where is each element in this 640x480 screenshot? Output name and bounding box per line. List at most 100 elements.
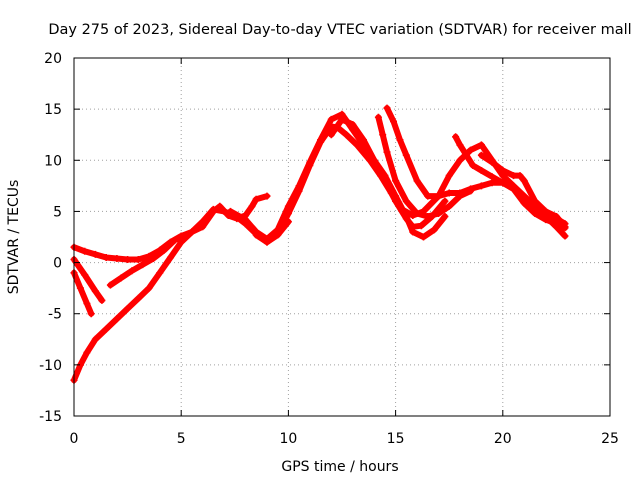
data-point-marker	[359, 136, 367, 144]
y-tick-label: 0	[53, 256, 62, 272]
data-point-marker	[327, 131, 335, 139]
data-point-marker	[402, 151, 410, 159]
data-point-marker	[284, 202, 292, 210]
data-point-marker	[353, 141, 361, 149]
data-point-marker	[379, 131, 387, 139]
y-tick-label: -10	[39, 358, 62, 374]
data-point-marker	[424, 192, 432, 200]
data-point-marker	[531, 210, 539, 217]
data-point-marker	[561, 232, 569, 240]
data-point-marker	[488, 173, 496, 181]
data-point-marker	[149, 255, 157, 262]
data-point-marker	[488, 179, 496, 187]
data-point-marker	[139, 261, 147, 269]
plot-frame	[73, 57, 611, 417]
series-line	[107, 232, 189, 289]
data-point-marker	[510, 172, 517, 180]
data-point-marker	[542, 207, 550, 215]
data-point-marker	[91, 250, 99, 258]
data-point-marker	[295, 182, 303, 190]
data-point-marker	[274, 231, 282, 239]
data-point-marker	[390, 117, 397, 125]
data-point-marker	[124, 305, 132, 313]
data-point-marker	[220, 207, 228, 215]
data-point-marker	[409, 223, 417, 231]
data-point-marker	[252, 195, 260, 203]
data-point-marker	[396, 136, 404, 144]
y-tick-label: -15	[39, 409, 62, 425]
series-trace-11	[452, 133, 569, 232]
data-point-marker	[561, 220, 569, 228]
x-tick-label: 15	[387, 431, 405, 447]
series-line	[71, 269, 95, 317]
data-point-marker	[531, 197, 539, 205]
data-point-marker	[417, 222, 425, 230]
data-point-marker	[263, 192, 271, 200]
data-point-marker	[477, 151, 485, 159]
series-trace-9	[374, 113, 475, 220]
data-point-marker	[374, 113, 382, 121]
x-tick-label: 10	[279, 431, 297, 447]
y-tick-label: 20	[44, 51, 62, 67]
data-point-marker	[306, 158, 314, 166]
data-point-marker	[452, 133, 460, 141]
data-point-marker	[156, 269, 164, 277]
data-point-marker	[188, 228, 196, 236]
axis-ticks	[73, 57, 611, 417]
data-point-marker	[91, 335, 99, 343]
data-point-marker	[477, 167, 485, 174]
grid-lines	[74, 58, 610, 416]
data-point-marker	[413, 210, 421, 217]
series-trace-5	[106, 231, 189, 289]
data-point-marker	[435, 210, 442, 217]
data-point-marker	[520, 177, 528, 185]
data-point-marker	[441, 197, 449, 205]
data-point-marker	[182, 231, 189, 239]
data-point-marker	[462, 151, 470, 159]
data-point-marker	[441, 213, 449, 220]
data-point-marker	[81, 271, 89, 279]
data-point-marker	[413, 177, 421, 185]
data-point-marker	[76, 284, 84, 292]
data-point-marker	[420, 233, 427, 241]
data-point-marker	[445, 202, 453, 210]
data-point-marker	[392, 177, 400, 185]
data-point-marker	[467, 187, 475, 195]
data-point-marker	[209, 205, 217, 213]
x-axis-label: GPS time / hours	[281, 459, 398, 475]
tick-labels: 0 5 10 15 20 25 -15 -10 -5 0 5 10 15 20	[39, 51, 619, 447]
data-point-marker	[456, 156, 464, 164]
data-point-marker	[381, 177, 389, 185]
data-point-marker	[435, 192, 442, 200]
data-point-marker	[242, 216, 249, 224]
data-point-marker	[128, 267, 136, 275]
data-point-marker	[488, 158, 496, 166]
data-point-marker	[113, 255, 121, 262]
data-point-marker	[383, 104, 391, 112]
x-tick-label: 0	[70, 431, 79, 447]
series-line	[253, 218, 292, 246]
data-point-marker	[327, 115, 335, 123]
y-tick-label: 15	[44, 102, 62, 118]
data-point-marker	[338, 115, 346, 123]
data-point-marker	[516, 172, 524, 180]
series-line	[71, 256, 105, 304]
data-point-marker	[113, 315, 121, 323]
data-point-marker	[102, 325, 110, 333]
data-point-marker	[248, 202, 256, 210]
data-point-marker	[424, 213, 432, 220]
data-point-marker	[87, 310, 95, 318]
data-point-marker	[167, 254, 174, 261]
data-point-marker	[81, 247, 89, 255]
data-point-marker	[499, 179, 507, 187]
data-point-marker	[552, 215, 560, 223]
data-point-marker	[467, 146, 475, 154]
data-point-marker	[117, 274, 125, 282]
data-point-marker	[199, 218, 207, 226]
y-tick-label: 10	[44, 153, 62, 169]
x-tick-label: 25	[601, 431, 619, 447]
series-line	[478, 152, 568, 227]
data-point-marker	[456, 192, 464, 200]
data-point-marker	[83, 349, 91, 357]
